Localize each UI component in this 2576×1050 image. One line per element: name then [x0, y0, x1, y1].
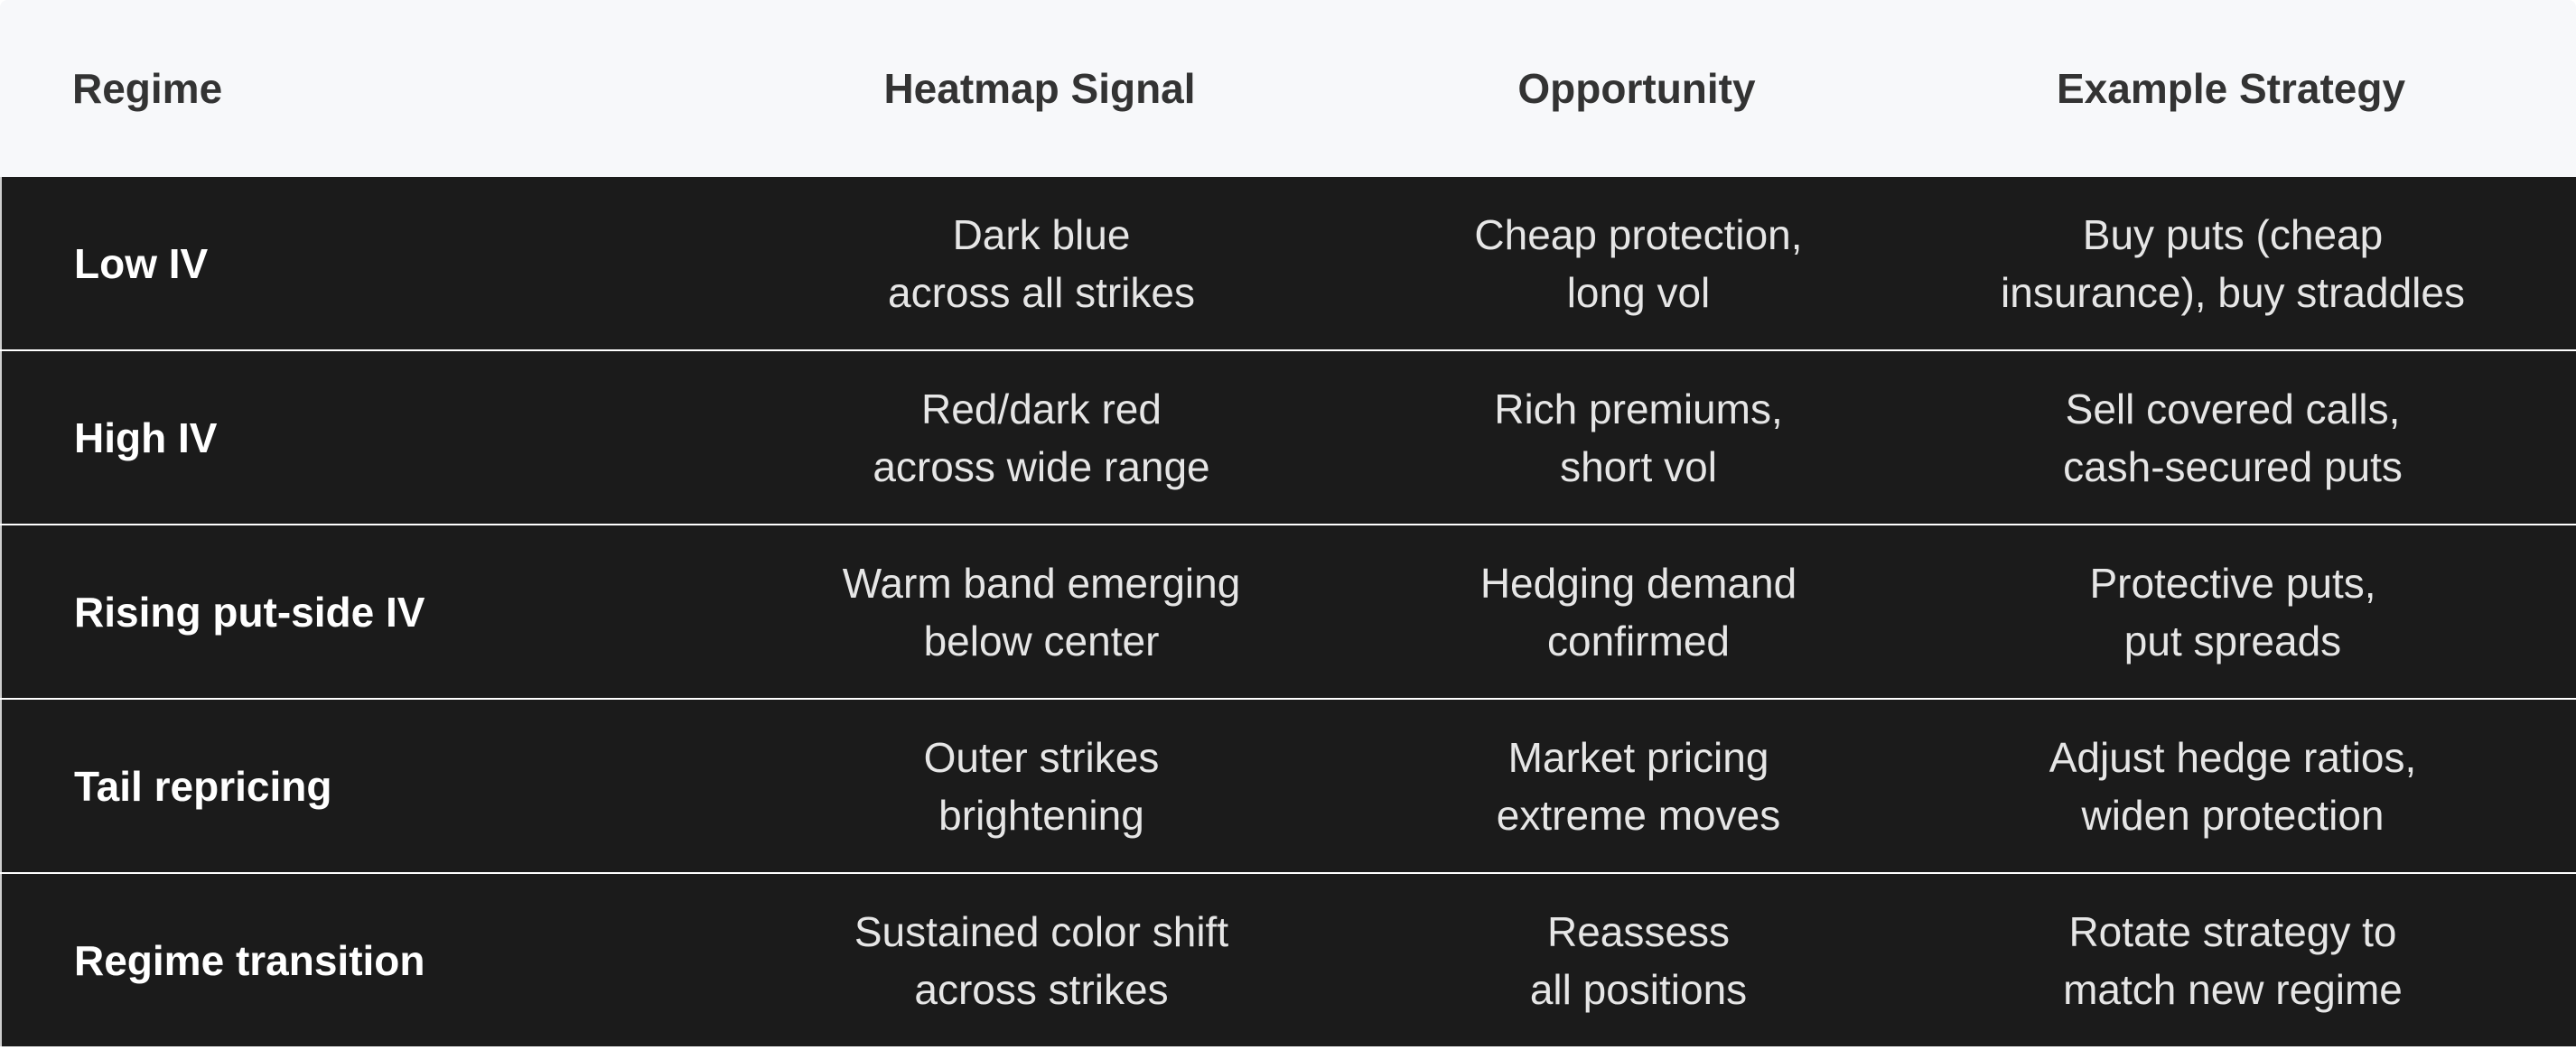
cell-line: brightening	[938, 791, 1144, 839]
heatmap-signal-cell: Sustained color shift across strikes	[751, 874, 1331, 1046]
regime-cell: Rising put-side IV	[74, 588, 425, 636]
cell-line: across strikes	[914, 965, 1169, 1013]
cell-line: put spreads	[2123, 617, 2342, 664]
cell-line: Sell covered calls,	[2065, 385, 2401, 432]
cell-line: Reassess	[1547, 907, 1730, 955]
cell-line: Sustained color shift	[854, 907, 1229, 955]
cell-line: Hedging demand	[1479, 559, 1797, 607]
cell-line: Buy puts (cheap	[2082, 210, 2384, 258]
heatmap-signal-cell: Red/dark red across wide range	[751, 351, 1331, 524]
cell-line: Cheap protection,	[1474, 210, 1803, 258]
strategy-cell: Protective puts, put spreads	[1917, 525, 2549, 698]
opportunity-cell: Cheap protection, long vol	[1339, 177, 1938, 349]
cell-line: Outer strikes	[923, 733, 1160, 781]
regime-cell: High IV	[74, 413, 218, 461]
strategy-cell: Adjust hedge ratios, widen protection	[1917, 700, 2549, 872]
header-regime: Regime	[72, 65, 223, 112]
cell-line: widen protection	[2081, 791, 2385, 839]
cell-line: cash-secured puts	[2063, 442, 2403, 490]
cell-line: long vol	[1566, 268, 1711, 316]
strategy-cell: Sell covered calls, cash-secured puts	[1917, 351, 2549, 524]
cell-line: all positions	[1529, 965, 1748, 1013]
table-row: Rising put-side IV Warm band emerging belo…	[0, 525, 2576, 698]
heatmap-signal-cell: Warm band emerging below center	[751, 525, 1331, 698]
strategy-cell: Buy puts (cheap insurance), buy straddles	[1917, 177, 2549, 349]
header-opportunity: Opportunity	[1517, 65, 1756, 112]
cell-line: Dark blue	[952, 210, 1131, 258]
heatmap-signal-cell: Outer strikes brightening	[751, 700, 1331, 872]
table-row: Regime transition Sustained color shift ac…	[0, 874, 2576, 1046]
cell-line: Protective puts,	[2089, 559, 2376, 607]
table-row: Low IV Dark blue across all strikes Cheap p…	[0, 177, 2576, 349]
cell-line: insurance), buy straddles	[2001, 268, 2465, 316]
cell-line: below center	[923, 617, 1160, 664]
regime-cell: Regime transition	[74, 936, 425, 984]
header-example-strategy: Example Strategy	[2056, 65, 2406, 112]
cell-line: across all strikes	[888, 268, 1195, 316]
opportunity-cell: Reassess all positions	[1339, 874, 1938, 1046]
opportunity-cell: Rich premiums, short vol	[1339, 351, 1938, 524]
table-header: Regime Heatmap Signal Opportunity Exampl…	[0, 0, 2576, 177]
opportunity-cell: Market pricing extreme moves	[1339, 700, 1938, 872]
cell-line: short vol	[1560, 442, 1717, 490]
cell-line: confirmed	[1547, 617, 1730, 664]
cell-line: Warm band emerging	[842, 559, 1241, 607]
regime-cell: Tail repricing	[74, 762, 332, 810]
cell-line: Red/dark red	[921, 385, 1162, 432]
table-row: High IV Red/dark red across wide range Rich…	[0, 351, 2576, 524]
cell-line: Rich premiums,	[1494, 385, 1783, 432]
strategy-cell: Rotate strategy to match new regime	[1917, 874, 2549, 1046]
cell-line: match new regime	[2063, 965, 2403, 1013]
cell-line: Market pricing	[1507, 733, 1769, 781]
heatmap-signal-cell: Dark blue across all strikes	[751, 177, 1331, 349]
cell-line: Rotate strategy to	[2068, 907, 2397, 955]
cell-line: across wide range	[873, 442, 1210, 490]
header-heatmap-signal: Heatmap Signal	[883, 65, 1196, 112]
opportunity-cell: Hedging demand confirmed	[1339, 525, 1938, 698]
regime-cell: Low IV	[74, 239, 209, 287]
cell-line: extreme moves	[1496, 791, 1781, 839]
table-row: Tail repricing Outer strikes brightening Ma…	[0, 700, 2576, 872]
cell-line: Adjust hedge ratios,	[2049, 733, 2417, 781]
